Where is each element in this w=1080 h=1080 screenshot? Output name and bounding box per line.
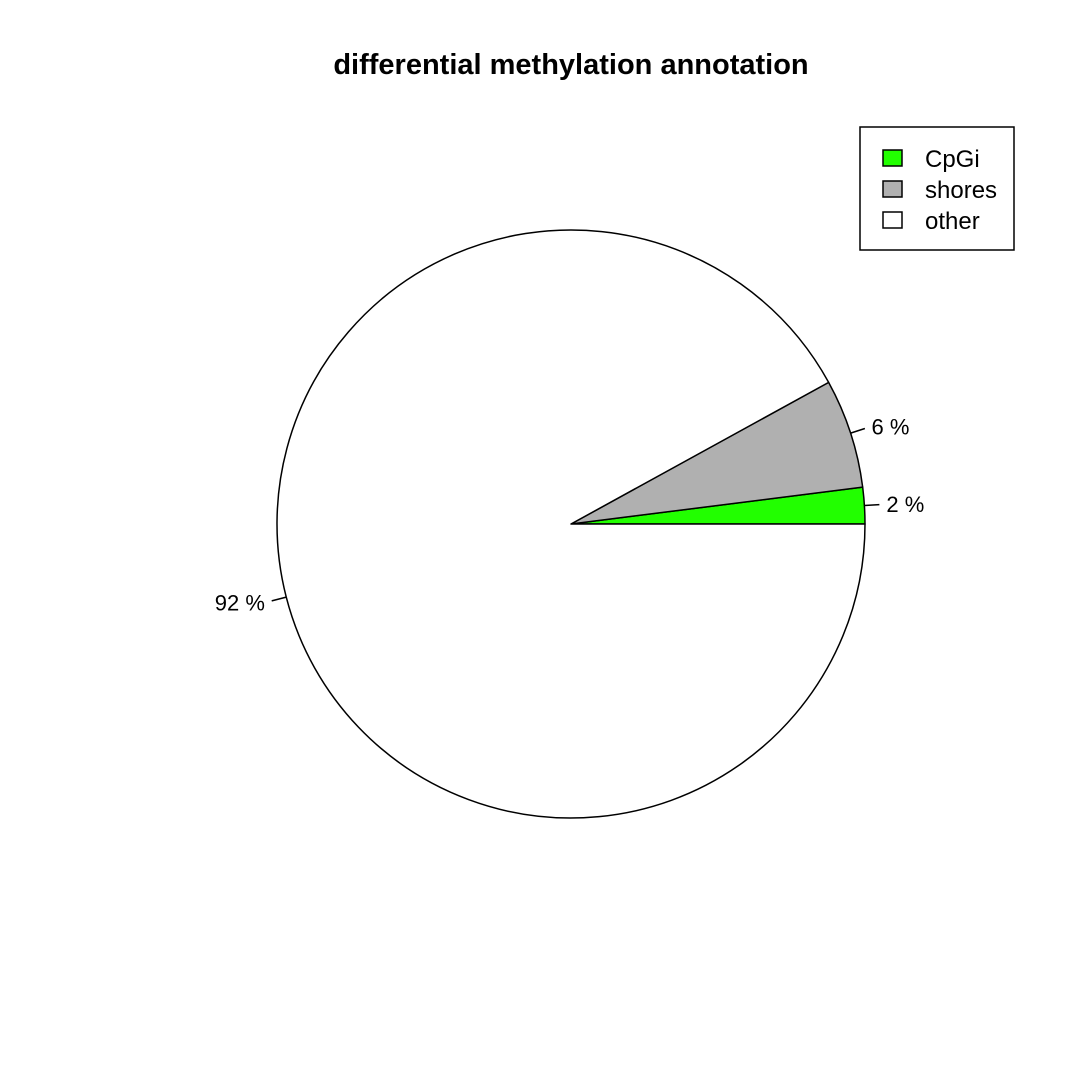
legend-label-shores: shores [925, 177, 997, 204]
pie-label-other: 92 % [215, 591, 265, 616]
pie-label-cpgi: 2 % [886, 492, 924, 517]
legend-entries: CpGi shores other [882, 146, 997, 235]
pie-slice-other [276, 229, 866, 819]
pie-label-tick-other [271, 596, 287, 602]
legend-label-other: other [925, 208, 980, 235]
pie-label-tick-shores [850, 427, 866, 434]
legend-swatch-cpgi [882, 149, 903, 167]
pie-label-tick-cpgi [864, 503, 880, 507]
legend: CpGi shores other [859, 126, 1015, 251]
legend-swatch-shores [882, 180, 903, 198]
legend-swatch-other [882, 211, 903, 229]
pie-label-shores: 6 % [872, 414, 910, 439]
legend-label-cpgi: CpGi [925, 146, 980, 173]
pie-slices [276, 229, 866, 819]
chart-title: differential methylation annotation [333, 49, 808, 81]
pie-labels: 2 % 6 % 92 % [215, 414, 925, 615]
